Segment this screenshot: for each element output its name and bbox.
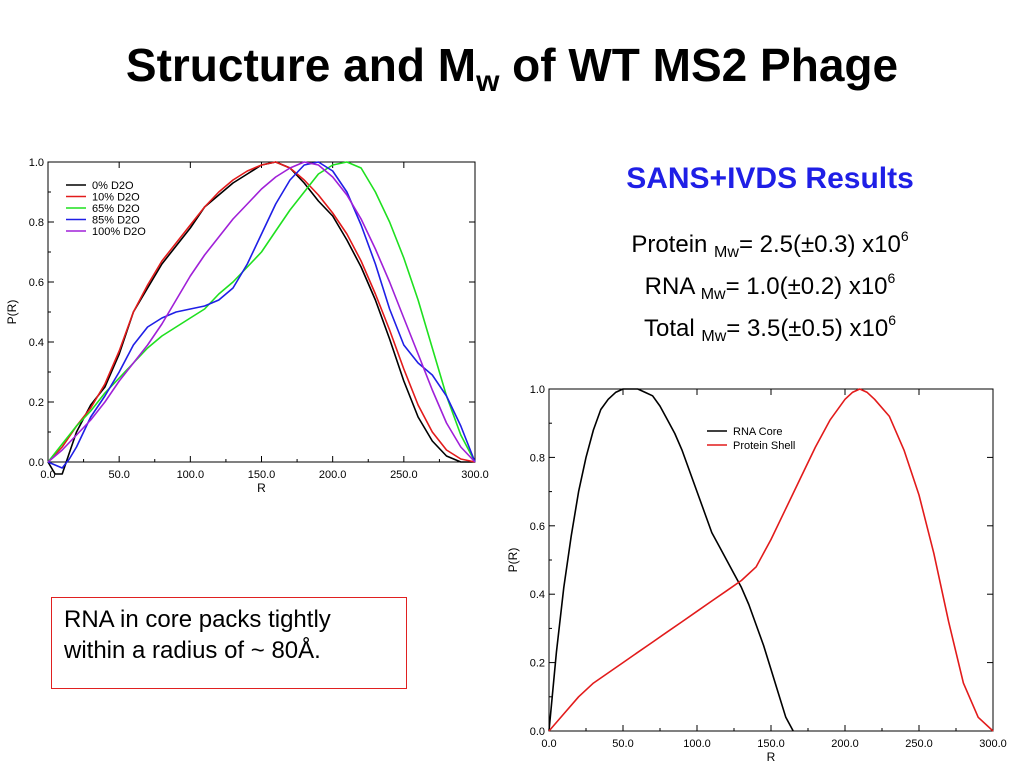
- y-axis-label: P(R): [5, 300, 19, 325]
- y-tick-label: 1.0: [530, 384, 545, 396]
- title-rest: of WT MS2 Phage: [499, 39, 899, 91]
- results-heading: SANS+IVDS Results: [626, 162, 914, 195]
- series-line: [47, 161, 476, 463]
- result-total: Total Mw= 3.5(±0.5) x106: [560, 312, 980, 346]
- result-exponent: 6: [887, 270, 896, 286]
- result-label: Total: [644, 315, 695, 342]
- y-tick-label: 0.6: [530, 521, 545, 533]
- x-tick-label: 0.0: [40, 469, 55, 481]
- x-axis-label: R: [767, 750, 776, 764]
- y-tick-label: 0.6: [29, 277, 44, 289]
- result-value: = 3.5(±0.5) x10: [726, 315, 889, 342]
- result-subscript: Mw: [700, 286, 726, 303]
- title-subscript: w: [476, 65, 500, 98]
- note-box: RNA in core packs tightly within a radius…: [51, 597, 407, 689]
- x-axis-label: R: [257, 481, 266, 495]
- result-label: Protein: [631, 231, 708, 258]
- result-value: = 1.0(±0.2) x10: [725, 273, 888, 300]
- note-line: RNA in core packs tightly: [64, 606, 331, 633]
- y-tick-label: 0.8: [530, 452, 545, 464]
- result-value: = 2.5(±0.3) x10: [738, 231, 901, 258]
- result-label: RNA: [644, 273, 695, 300]
- result-rna: RNA Mw= 1.0(±0.2) x106: [560, 270, 980, 304]
- plot-frame: [548, 388, 994, 732]
- y-axis-label: P(R): [506, 548, 520, 573]
- y-tick-label: 1.0: [29, 157, 44, 169]
- x-tick-label: 300.0: [979, 738, 1007, 750]
- x-tick-label: 150.0: [248, 469, 276, 481]
- legend-label: 85% D2O: [92, 215, 140, 227]
- x-tick-label: 50.0: [108, 469, 129, 481]
- x-tick-label: 200.0: [831, 738, 859, 750]
- series-line: [548, 388, 994, 732]
- legend-label: 10% D2O: [92, 192, 140, 204]
- x-tick-label: 200.0: [319, 469, 347, 481]
- x-tick-label: 250.0: [390, 469, 418, 481]
- result-subscript: Mw: [714, 244, 739, 261]
- series-line: [47, 161, 476, 469]
- slide-title: Structure and Mw of WT MS2 Phage: [0, 38, 1024, 99]
- y-tick-label: 0.0: [29, 457, 44, 469]
- legend-label: 65% D2O: [92, 203, 140, 215]
- x-tick-label: 50.0: [612, 738, 633, 750]
- y-tick-label: 0.0: [530, 726, 545, 738]
- x-tick-label: 300.0: [461, 469, 489, 481]
- legend-label: 0% D2O: [92, 180, 134, 192]
- x-tick-label: 0.0: [541, 738, 556, 750]
- result-exponent: 6: [888, 312, 896, 328]
- plot-frame: [47, 161, 476, 463]
- legend-label: 100% D2O: [92, 226, 146, 238]
- series-line: [47, 161, 476, 463]
- series-line: [548, 388, 794, 732]
- x-tick-label: 250.0: [905, 738, 933, 750]
- legend-label: RNA Core: [733, 426, 783, 438]
- note-line: within a radius of ~ 80Å.: [64, 637, 321, 664]
- result-protein: Protein Mw= 2.5(±0.3) x106: [560, 228, 980, 262]
- y-tick-label: 0.2: [29, 397, 44, 409]
- pr-chart-d2o: 0.0 50.0 100.0 150.0 200.0 250.0 300.0 0.0 0.2 0.…: [5, 157, 489, 495]
- series-line: [47, 161, 476, 463]
- x-tick-label: 100.0: [177, 469, 205, 481]
- x-tick-label: 100.0: [683, 738, 711, 750]
- legend-label: Protein Shell: [733, 440, 795, 452]
- y-tick-label: 0.8: [29, 217, 44, 229]
- y-tick-label: 0.2: [530, 658, 545, 670]
- title-main: Structure and M: [125, 39, 477, 91]
- result-subscript: Mw: [701, 328, 727, 345]
- y-tick-label: 0.4: [530, 589, 545, 601]
- y-tick-label: 0.4: [29, 337, 44, 349]
- pr-chart-core-shell: 0.0 50.0 100.0 150.0 200.0 250.0 300.0 0.0 0.2 0.…: [506, 384, 1007, 764]
- x-tick-label: 150.0: [757, 738, 785, 750]
- result-exponent: 6: [900, 228, 909, 244]
